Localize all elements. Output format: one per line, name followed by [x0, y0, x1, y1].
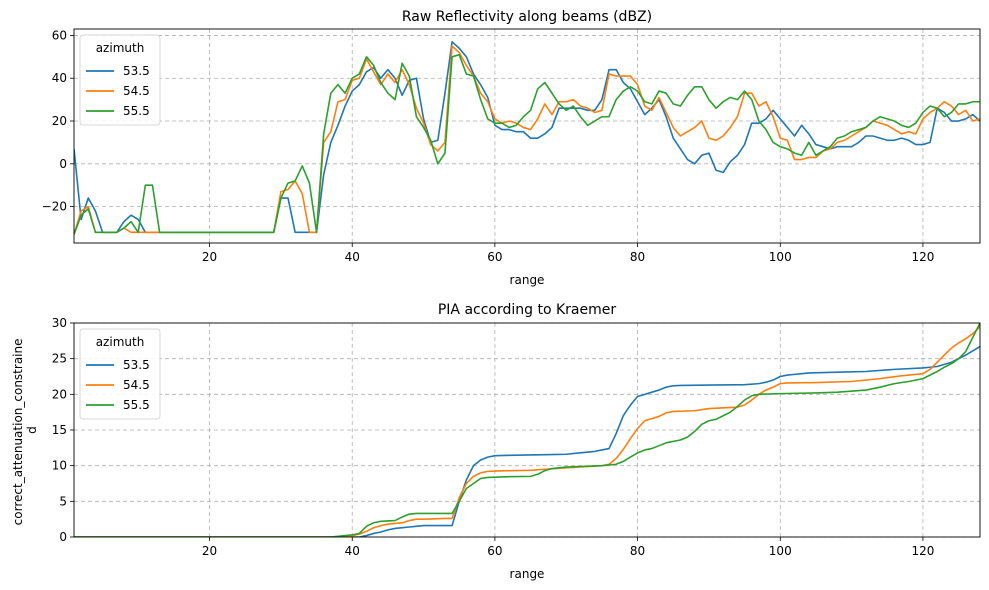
series-line-54.5	[74, 326, 980, 537]
x-tick-label: 100	[769, 250, 792, 264]
legend: azimuth 53.5 54.5 55.5	[79, 328, 161, 420]
x-tick-label: 80	[630, 544, 645, 558]
y-axis-label-line-1: correct_attenuation_constraine	[11, 339, 25, 526]
series-line-53.5	[74, 345, 980, 537]
legend: azimuth 53.5 54.5 55.5	[79, 34, 161, 126]
legend-box	[79, 34, 161, 126]
legend-entry-label: 54.5	[123, 84, 150, 98]
y-tick-label: 25	[52, 352, 67, 366]
x-tick-label: 40	[345, 250, 360, 264]
y-axis-ticks: −20 0 20 40 60	[42, 28, 74, 214]
series-group	[74, 41, 980, 235]
x-tick-label: 20	[202, 250, 217, 264]
x-axis-ticks: 20 40 60 80 100 120	[202, 243, 934, 264]
series-line-55.5	[74, 323, 980, 537]
pia-chart: PIA according to Kraemer 20 40 60 80 100 120 …	[11, 302, 981, 581]
x-tick-label: 60	[487, 250, 502, 264]
y-tick-label: 0	[59, 157, 67, 171]
y-axis-label: correct_attenuation_constraine d	[11, 335, 39, 526]
x-tick-label: 120	[911, 250, 934, 264]
legend-title: azimuth	[96, 41, 145, 55]
y-tick-label: 60	[52, 28, 67, 42]
y-tick-label: 10	[52, 459, 67, 473]
x-tick-label: 60	[487, 544, 502, 558]
y-tick-label: 30	[52, 316, 67, 330]
series-line-55.5	[74, 53, 980, 235]
y-axis-ticks: 0 5 10 15 20 25 30	[52, 316, 74, 544]
x-axis-ticks: 20 40 60 80 100 120	[202, 537, 934, 558]
legend-entry-label: 55.5	[123, 104, 150, 118]
x-tick-label: 40	[345, 544, 360, 558]
legend-box	[79, 328, 161, 420]
x-tick-label: 120	[911, 544, 934, 558]
y-tick-label: 40	[52, 71, 67, 85]
x-tick-label: 80	[630, 250, 645, 264]
legend-entry-label: 53.5	[123, 358, 150, 372]
series-group	[74, 323, 980, 537]
x-tick-label: 20	[202, 544, 217, 558]
reflectivity-chart: Raw Reflectivity along beams (dBZ) 20 40 6…	[42, 9, 981, 287]
legend-title: azimuth	[96, 335, 145, 349]
y-tick-label: 15	[52, 423, 67, 437]
plot-frame	[73, 28, 981, 244]
x-axis-label: range	[510, 567, 545, 581]
y-tick-label: −20	[42, 200, 67, 214]
chart-title: PIA according to Kraemer	[438, 302, 617, 318]
series-line-54.5	[74, 45, 980, 235]
x-tick-label: 100	[769, 544, 792, 558]
legend-entry-label: 53.5	[123, 64, 150, 78]
x-axis-label: range	[510, 273, 545, 287]
y-tick-label: 0	[59, 530, 67, 544]
y-tick-label: 5	[59, 494, 67, 508]
grid	[74, 29, 980, 243]
y-tick-label: 20	[52, 114, 67, 128]
y-axis-label-line-2: d	[25, 426, 39, 434]
chart-title: Raw Reflectivity along beams (dBZ)	[402, 9, 652, 25]
legend-entry-label: 55.5	[123, 398, 150, 412]
legend-entry-label: 54.5	[123, 378, 150, 392]
y-tick-label: 20	[52, 387, 67, 401]
